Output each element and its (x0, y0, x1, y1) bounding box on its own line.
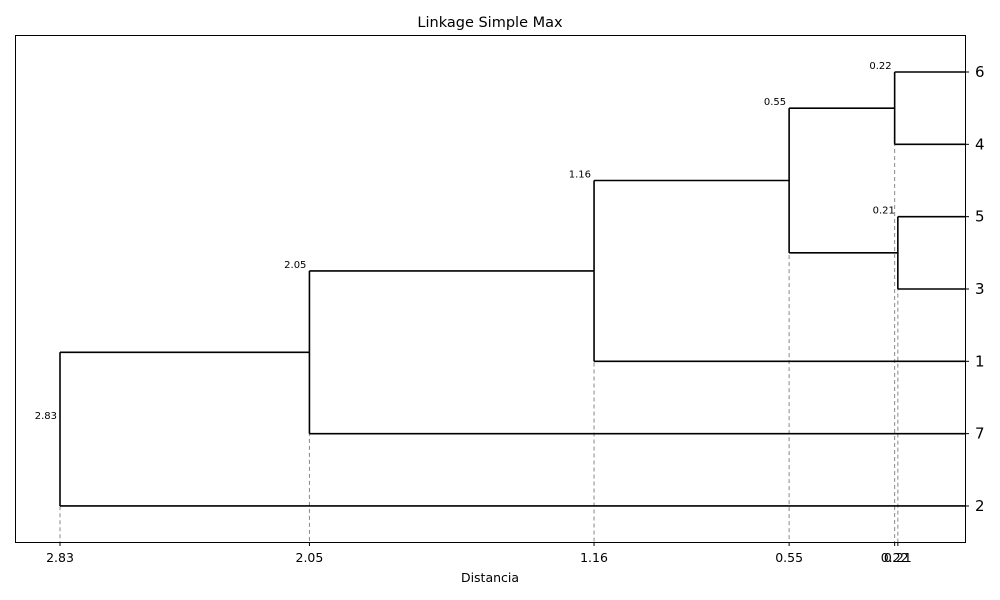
x-tick-label: 2.05 (296, 550, 324, 565)
leaf-label: 6 (975, 63, 985, 81)
dendrogram-branches (59, 71, 965, 507)
x-tick-label: 2.83 (46, 550, 74, 565)
leaf-label: 7 (975, 425, 985, 443)
merge-distance-label: 0.55 (764, 97, 786, 108)
x-tick-label: 0.21 (884, 550, 912, 565)
merge-distance-label: 1.16 (569, 169, 591, 180)
chart-title: Linkage Simple Max (417, 15, 563, 31)
reference-lines (59, 72, 899, 542)
leaf-label: 1 (975, 352, 985, 370)
leaf-label: 5 (975, 208, 985, 226)
merge-distance-label: 0.22 (869, 61, 891, 72)
merge-distance-label: 0.21 (873, 206, 895, 217)
plot-frame (15, 35, 966, 543)
x-tick-label: 0.22 (881, 550, 909, 565)
x-tick-label: 1.16 (580, 550, 608, 565)
merge-labels: 0.21 0.22 0.55 1.16 2.05 2.83 (35, 61, 895, 422)
x-axis-ticks: 2.83 2.05 1.16 0.55 0.220.21 (46, 542, 912, 565)
leaf-label: 3 (975, 280, 985, 298)
x-axis-label: Distancia (461, 570, 519, 585)
leaf-label: 2 (975, 497, 985, 515)
x-tick-label: 0.55 (775, 550, 803, 565)
leaf-label: 4 (975, 135, 985, 153)
leaf-labels: 6 4 5 3 1 7 2 (965, 63, 985, 515)
merge-distance-label: 2.05 (284, 260, 306, 271)
merge-distance-label: 2.83 (35, 411, 57, 422)
